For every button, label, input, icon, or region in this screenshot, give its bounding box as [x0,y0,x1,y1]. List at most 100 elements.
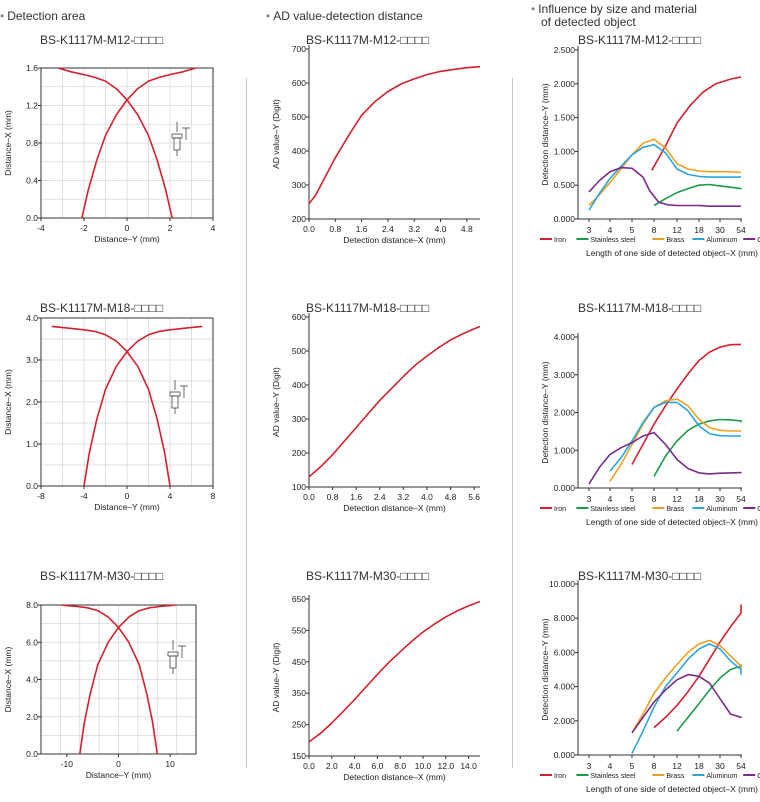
y-tick-label: 0.0 [26,213,38,223]
x-axis-label: Detection distance–X (mm) [343,503,446,513]
x-axis-label: Detection distance–X (mm) [343,772,446,782]
legend-label: Copper [757,237,760,244]
y-tick-label: 1.500 [554,113,576,123]
legend-label: Stainless steel [590,773,636,780]
chart-title: BS-K1117M-M12-□□□□ [306,33,429,47]
y-tick-label: 100 [292,482,306,492]
sensor-body-shape [173,137,181,151]
bullet-icon: • [0,9,5,23]
y-tick-label: 250 [292,720,306,730]
legend-label: Aluminum [706,506,737,513]
x-tick-label: 3 [587,225,592,235]
x-tick-label: 4 [608,761,613,771]
sensor-diagram-icon [169,380,188,414]
y-tick-label: 4.000 [554,682,576,692]
x-axis-label: Distance–Y (mm) [94,502,160,512]
legend-label: Copper [757,506,760,513]
y-axis-label: Distance–X (mm) [3,110,13,176]
chart-title: BS-K1117M-M18-□□□□ [40,301,163,315]
x-tick-label: 5 [630,494,635,504]
chart-3: BS-K1117M-M12-□□□□ 0.000 0.500 1.000 1.500 2.… [540,33,760,258]
y-tick-label: 650 [292,594,306,604]
y-tick-label: 400 [292,380,306,390]
y-tick-label: 0.000 [554,483,576,493]
x-tick-label: 12 [672,494,682,504]
y-tick-label: 2.0 [26,712,38,722]
sensor-body-shape [169,655,177,669]
y-tick-label: 0.000 [554,214,576,224]
y-axis-label: AD value–Y (Digit) [271,99,281,169]
x-tick-label: 4 [608,225,613,235]
curve-line [308,65,481,205]
y-tick-label: 600 [292,312,306,322]
x-tick-label: 8 [652,494,657,504]
x-tick-label: 8.0 [394,761,406,771]
x-tick-label: 10.0 [415,761,432,771]
x-tick-label: 4 [608,494,613,504]
column-header-text: AD value-detection distance [273,9,423,23]
series-line-brass [609,398,741,482]
x-axis-label: Detection distance–X (mm) [343,235,446,245]
chart-8: BS-K1117M-M30-□□□□ 150 250 350 450 550 650 0.0 2… [271,569,481,782]
chart-6: BS-K1117M-M18-□□□□ 0.000 1.000 2.000 3.000 4.… [540,301,760,527]
y-tick-label: 0.0 [26,481,38,491]
series-line-brass [588,138,742,207]
x-tick-label: 30 [715,225,725,235]
chart-title: BS-K1117M-M30-□□□□ [306,569,429,583]
x-tick-label: 5 [630,225,635,235]
series-line-iron [653,604,742,729]
y-axis-label: Distance–X (mm) [3,647,13,713]
y-axis-label: AD value–Y (Digit) [271,367,281,437]
y-tick-label: 1.6 [26,63,38,73]
x-tick-label: 2.4 [382,224,394,234]
y-tick-label: 8.000 [554,613,576,623]
y-tick-label: 0.0 [26,749,38,759]
series-line-copper [631,673,742,734]
y-tick-label: 4.000 [554,332,576,342]
x-tick-label: 10 [165,759,175,769]
y-tick-label: 200 [292,448,306,458]
x-tick-label: 6.0 [371,761,383,771]
x-tick-label: 3 [587,494,592,504]
x-tick-label: 54 [736,761,746,771]
y-tick-label: 700 [292,44,306,54]
x-tick-label: -2 [80,223,88,233]
x-tick-label: 4.0 [421,492,433,502]
x-tick-label: 4.8 [445,492,457,502]
y-tick-label: 10.000 [549,579,575,589]
y-tick-label: 150 [292,751,306,761]
x-tick-label: 4.8 [461,224,473,234]
x-tick-label: 5.6 [468,492,480,502]
y-axis-label: Detection distance–Y (mm) [540,83,550,186]
x-tick-label: -4 [37,223,45,233]
series-line-copper [588,166,741,207]
y-tick-label: 2.0 [26,397,38,407]
column-header-text: Influence by size and material [538,2,697,16]
chart-title: BS-K1117M-M12-□□□□ [40,33,163,47]
legend-label: Iron [554,773,566,780]
x-tick-label: -4 [80,491,88,501]
y-axis-label: AD value–Y (Digit) [271,642,281,712]
x-tick-label: 54 [736,494,746,504]
x-tick-label: 3 [587,761,592,771]
series-line-aluminum [609,401,741,472]
y-tick-label: 300 [292,180,306,190]
curve-line [83,325,203,487]
curve-line [57,67,173,219]
y-tick-label: 6.0 [26,637,38,647]
column-header-ad-value: • AD value-detection distance [266,10,423,23]
series-line-copper [588,431,742,485]
column-header-text-line2: of detected object [541,15,636,29]
column-header-influence: • Influence by size and material of detect… [531,3,697,29]
x-tick-label: 14.0 [460,761,477,771]
x-tick-label: 4.0 [349,761,361,771]
legend-label: Brass [666,773,684,780]
y-axis-label: Distance–X (mm) [3,369,13,435]
x-tick-label: 0 [125,223,130,233]
chart-title: BS-K1117M-M30-□□□□ [578,569,701,583]
series-line-iron [631,343,742,465]
column-header-text: Detection area [7,9,86,23]
y-tick-label: 0.000 [554,750,576,760]
y-tick-label: 1.000 [554,445,576,455]
